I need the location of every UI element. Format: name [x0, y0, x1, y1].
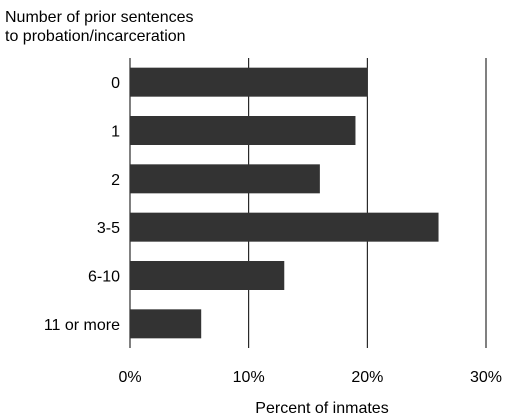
- bar-11 or more: [130, 309, 202, 339]
- bar-6-10: [130, 261, 285, 290]
- bar-3-5: [130, 212, 439, 242]
- x-tick-label-10: 10%: [233, 369, 265, 386]
- x-tick-label-30: 30%: [470, 369, 502, 386]
- category-label-1: 1: [111, 124, 120, 141]
- category-label-6-10: 6-10: [88, 269, 120, 286]
- bar-1: [130, 116, 356, 145]
- category-label-2: 2: [111, 172, 120, 189]
- category-label-0: 0: [111, 75, 120, 92]
- x-tick-label-0: 0%: [118, 369, 141, 386]
- category-label-11 or more: 11 or more: [44, 317, 120, 334]
- y-axis-title-line-1: Number of prior sentences: [5, 9, 194, 26]
- category-label-3-5: 3-5: [97, 220, 120, 237]
- bar-0: [130, 67, 368, 97]
- bar-2: [130, 164, 320, 194]
- y-axis-title-line-2: to probation/incarceration: [5, 28, 186, 45]
- x-axis-title: Percent of inmates: [255, 400, 388, 416]
- x-tick-label-20: 20%: [351, 369, 383, 386]
